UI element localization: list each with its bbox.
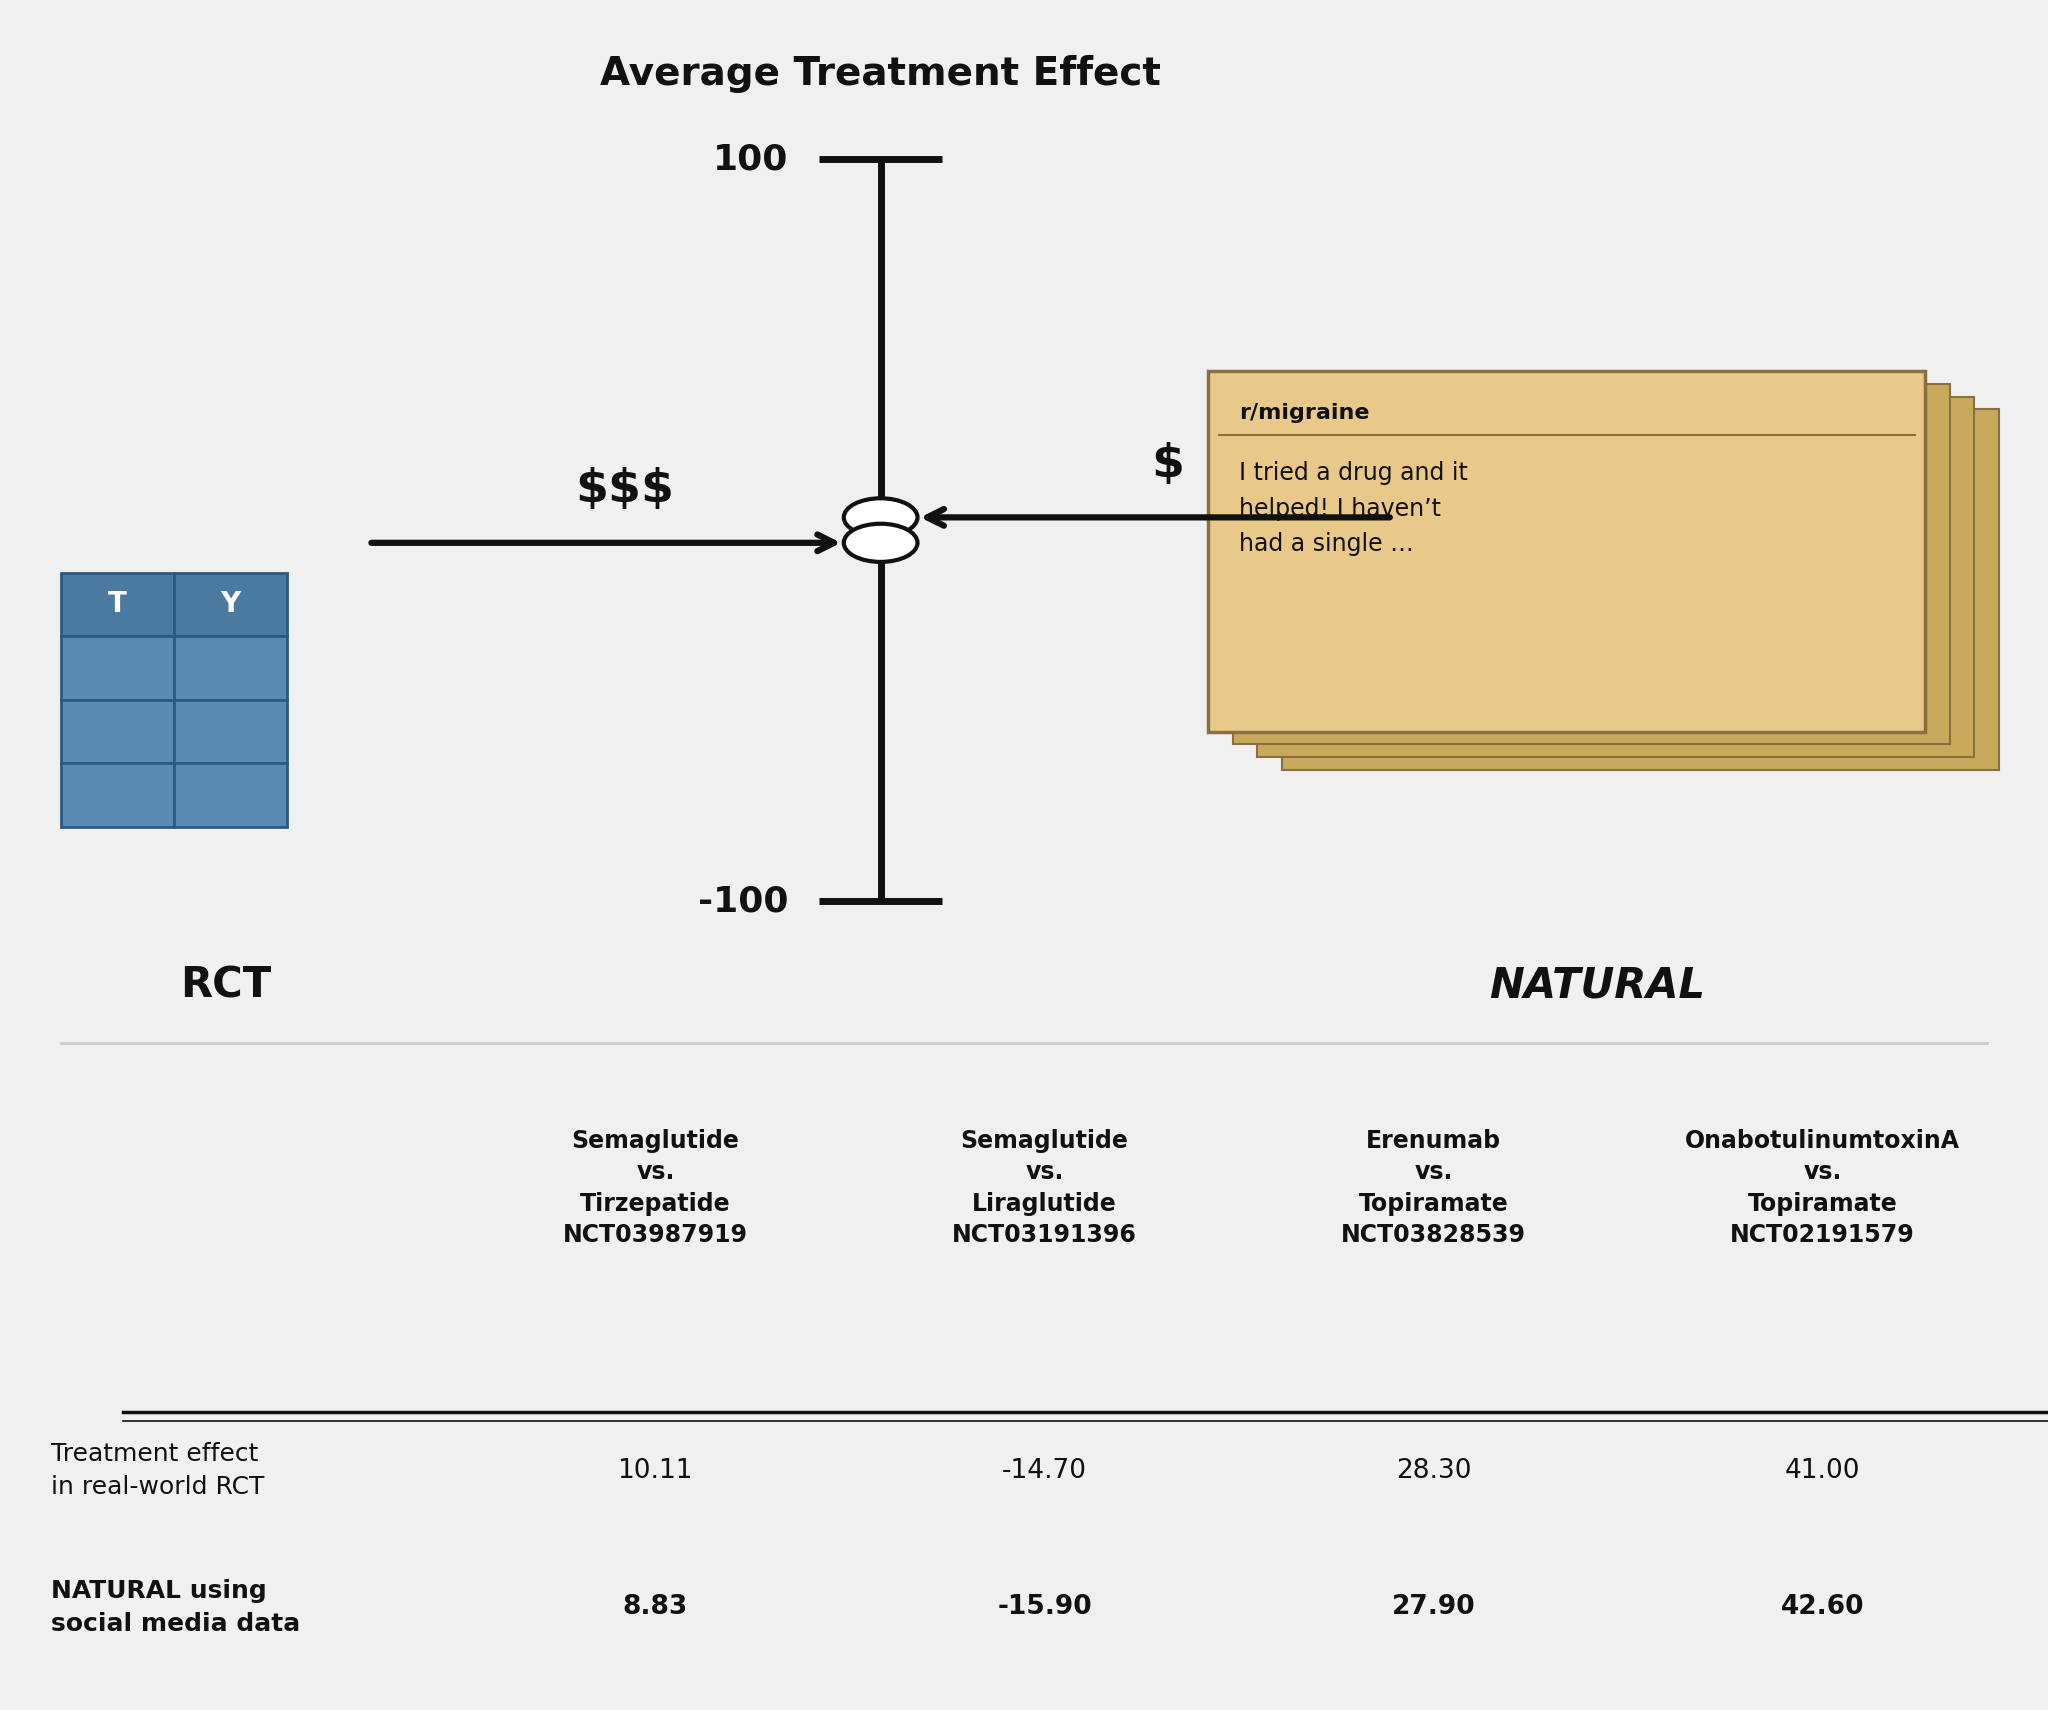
FancyBboxPatch shape	[61, 699, 174, 763]
FancyBboxPatch shape	[1282, 409, 1999, 770]
Text: 10.11: 10.11	[618, 1457, 692, 1484]
Text: -15.90: -15.90	[997, 1594, 1092, 1621]
Text: $$$: $$$	[575, 467, 674, 513]
Circle shape	[844, 498, 918, 537]
FancyBboxPatch shape	[1257, 397, 1974, 758]
Circle shape	[844, 523, 918, 563]
FancyBboxPatch shape	[1208, 371, 1925, 732]
Text: OnabotulinumtoxinA
vs.
Topiramate
NCT02191579: OnabotulinumtoxinA vs. Topiramate NCT021…	[1686, 1129, 1960, 1247]
FancyBboxPatch shape	[1233, 383, 1950, 744]
Text: Semaglutide
vs.
Tirzepatide
NCT03987919: Semaglutide vs. Tirzepatide NCT03987919	[563, 1129, 748, 1247]
Text: 8.83: 8.83	[623, 1594, 688, 1621]
FancyBboxPatch shape	[174, 763, 287, 828]
Text: Average Treatment Effect: Average Treatment Effect	[600, 55, 1161, 94]
Text: NATURAL using
social media data: NATURAL using social media data	[51, 1578, 301, 1636]
Text: 100: 100	[713, 142, 788, 176]
Text: RCT: RCT	[180, 964, 270, 1007]
Text: Treatment effect
in real-world RCT: Treatment effect in real-world RCT	[51, 1442, 264, 1500]
Text: Erenumab
vs.
Topiramate
NCT03828539: Erenumab vs. Topiramate NCT03828539	[1341, 1129, 1526, 1247]
Text: $: $	[1151, 441, 1184, 487]
Text: I tried a drug and it
helped! I haven’t
had a single …: I tried a drug and it helped! I haven’t …	[1239, 462, 1468, 556]
Text: 27.90: 27.90	[1393, 1594, 1475, 1621]
FancyBboxPatch shape	[174, 636, 287, 699]
Text: -14.70: -14.70	[1001, 1457, 1087, 1484]
Text: T: T	[109, 590, 127, 619]
FancyBboxPatch shape	[174, 573, 287, 636]
Text: 42.60: 42.60	[1782, 1594, 1864, 1621]
Text: Y: Y	[221, 590, 240, 619]
Text: 41.00: 41.00	[1786, 1457, 1860, 1484]
Text: -100: -100	[698, 884, 788, 918]
Text: NATURAL: NATURAL	[1489, 964, 1706, 1007]
Text: Semaglutide
vs.
Liraglutide
NCT03191396: Semaglutide vs. Liraglutide NCT03191396	[952, 1129, 1137, 1247]
FancyBboxPatch shape	[61, 763, 174, 828]
Text: r/migraine: r/migraine	[1239, 404, 1370, 422]
FancyBboxPatch shape	[61, 636, 174, 699]
Text: 28.30: 28.30	[1397, 1457, 1470, 1484]
FancyBboxPatch shape	[174, 699, 287, 763]
FancyBboxPatch shape	[61, 573, 174, 636]
